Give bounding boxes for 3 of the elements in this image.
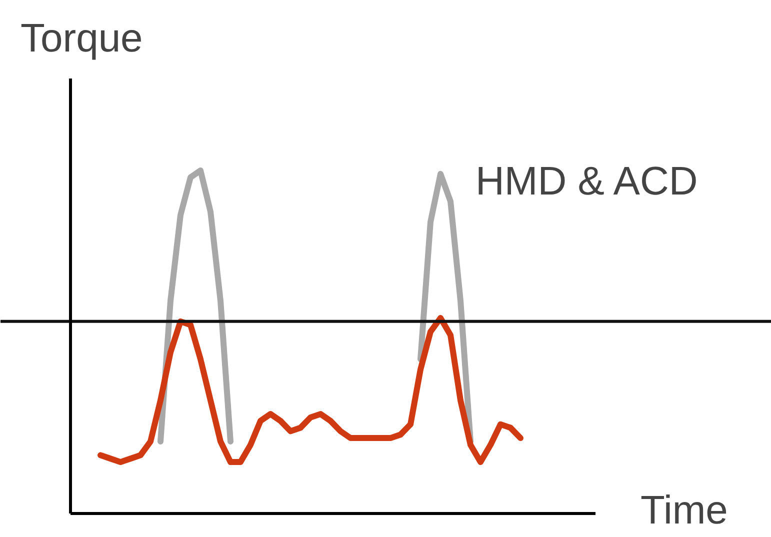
x-axis-title: Time xyxy=(640,488,728,532)
annotation: HMD & ACD xyxy=(476,160,698,204)
y-axis-title: Torque xyxy=(20,16,143,60)
